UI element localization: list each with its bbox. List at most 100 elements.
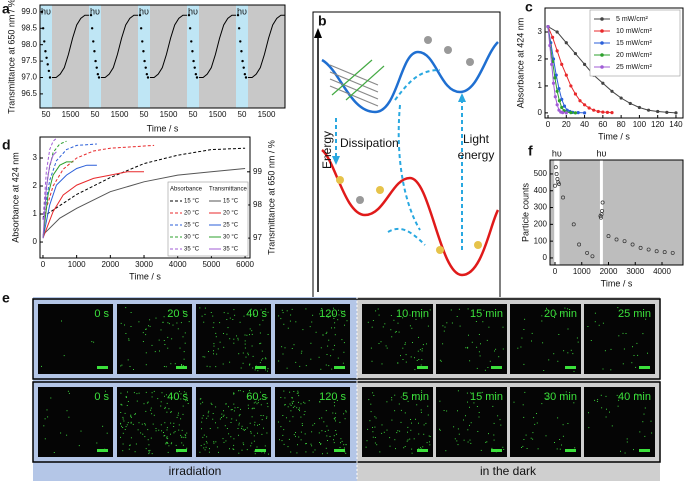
data-point [243,73,247,76]
particle [125,426,127,428]
particle [155,428,157,429]
particle [230,422,232,423]
particle [456,316,458,317]
data-line [42,151,57,239]
particle [325,410,327,412]
particle [546,307,547,309]
particle [335,420,336,422]
y-tick-label: 99.0 [21,7,37,16]
particle [257,424,258,426]
particle [423,424,425,426]
micrograph [510,304,581,374]
group-label: irradiation [169,464,222,478]
particle [381,424,383,426]
particle [137,429,139,431]
y-tick-label: 2 [33,181,38,190]
particle [138,392,140,394]
particle [417,350,419,352]
data-point [600,208,605,213]
particle [176,417,178,418]
plot-frame [39,136,251,259]
data-point [564,111,568,115]
micrograph [436,304,507,374]
particle [623,348,625,350]
particle [91,341,93,343]
particle [567,352,569,354]
particle [343,444,345,446]
particle [142,341,144,342]
data-point [194,73,198,76]
particle [289,391,291,393]
data-point [674,111,678,115]
particle [44,438,46,440]
particle [167,322,169,324]
particle [228,406,229,408]
particle [127,401,129,402]
particles [43,390,108,453]
particle [240,408,241,410]
light-period [554,160,560,265]
particle [146,402,148,404]
particle [298,436,300,438]
particle [298,401,299,403]
particle [242,428,244,430]
particle [418,422,419,424]
particle [372,427,373,428]
particle [478,334,480,335]
y-axis-label: Particle counts [520,182,530,242]
particle [258,399,259,401]
particle [541,320,543,322]
particle [420,399,422,401]
particle [239,321,241,323]
particle [459,325,461,327]
particle [259,399,261,400]
y-tick-label: 0 [538,108,543,117]
particle [404,446,406,447]
particle [588,427,590,429]
particle [122,416,124,418]
particle [467,308,469,310]
particle [467,346,469,348]
particle [372,392,374,394]
particle [148,444,150,446]
particle [639,431,641,433]
particle [184,332,186,334]
particle [231,409,233,410]
x-tick-label: 1000 [573,267,591,276]
particle [321,308,323,309]
particle [247,352,249,354]
particle [134,413,136,415]
particle [407,431,408,433]
particle [185,437,187,439]
particle [300,416,302,418]
particle [182,444,184,446]
data-point [43,40,46,43]
particle [331,327,332,329]
particle [262,319,264,321]
particle [219,322,221,324]
particle [120,412,122,413]
particle [181,429,183,431]
particle [200,445,202,447]
particle [179,347,181,349]
particle [185,435,187,437]
particle [163,366,165,367]
scale-bar [491,449,502,452]
particle [136,400,138,402]
particle [332,412,334,414]
particle [493,422,495,424]
particle [502,446,504,448]
data-point [573,51,578,56]
particle [428,435,430,437]
particle [177,328,179,330]
particle [247,396,249,397]
particle [261,359,262,361]
y-tick-label: 96.5 [21,89,37,98]
particle [202,401,204,403]
particle [143,403,145,405]
particle [545,435,547,437]
micrograph [275,387,350,457]
particle [395,331,397,333]
particle [478,416,480,418]
particle [310,358,312,360]
